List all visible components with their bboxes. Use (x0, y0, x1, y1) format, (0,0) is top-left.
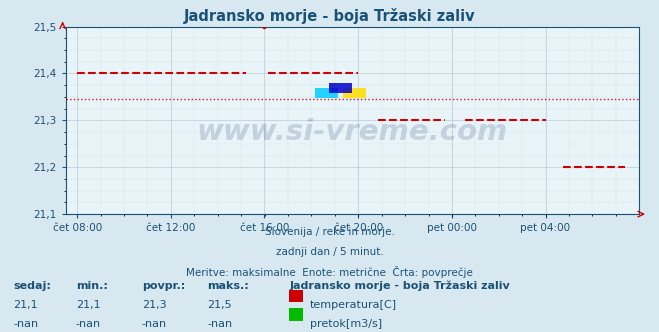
Text: maks.:: maks.: (208, 281, 249, 290)
Text: Meritve: maksimalne  Enote: metrične  Črta: povprečje: Meritve: maksimalne Enote: metrične Črta… (186, 266, 473, 278)
Text: 21,5: 21,5 (208, 300, 232, 310)
Text: 21,1: 21,1 (76, 300, 100, 310)
Text: -nan: -nan (13, 319, 38, 329)
Text: Jadransko morje - boja Tržaski zaliv: Jadransko morje - boja Tržaski zaliv (290, 281, 511, 291)
FancyBboxPatch shape (343, 88, 366, 98)
Text: www.si-vreme.com: www.si-vreme.com (197, 118, 508, 146)
Text: -nan: -nan (142, 319, 167, 329)
Text: sedaj:: sedaj: (13, 281, 51, 290)
Text: min.:: min.: (76, 281, 107, 290)
Text: Jadransko morje - boja Tržaski zaliv: Jadransko morje - boja Tržaski zaliv (184, 8, 475, 24)
Text: 21,1: 21,1 (13, 300, 38, 310)
FancyBboxPatch shape (329, 83, 352, 93)
Text: zadnji dan / 5 minut.: zadnji dan / 5 minut. (275, 247, 384, 257)
FancyBboxPatch shape (315, 88, 338, 98)
Text: povpr.:: povpr.: (142, 281, 185, 290)
Text: pretok[m3/s]: pretok[m3/s] (310, 319, 382, 329)
Text: 21,3: 21,3 (142, 300, 166, 310)
Text: -nan: -nan (76, 319, 101, 329)
Text: -nan: -nan (208, 319, 233, 329)
Text: Slovenija / reke in morje.: Slovenija / reke in morje. (264, 227, 395, 237)
Text: temperatura[C]: temperatura[C] (310, 300, 397, 310)
